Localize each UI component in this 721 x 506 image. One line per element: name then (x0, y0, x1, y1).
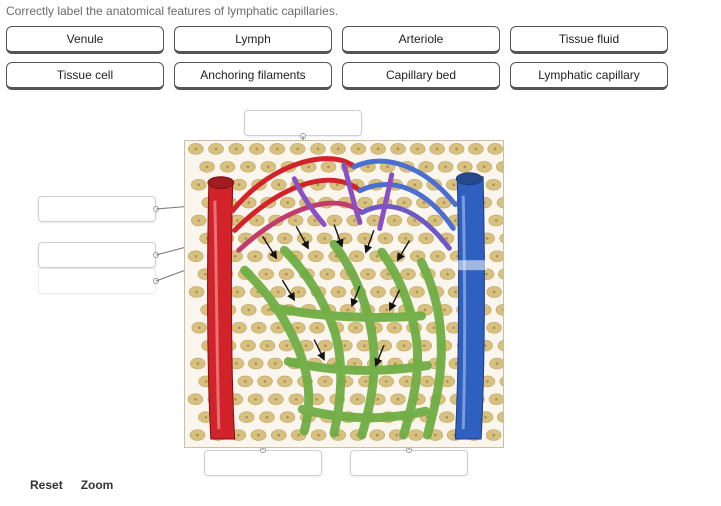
chip-venule[interactable]: Venule (6, 26, 164, 54)
dropzone-pin (153, 206, 159, 212)
chip-anchoring-filaments[interactable]: Anchoring filaments (174, 62, 332, 90)
chip-row-2: Tissue cell Anchoring filaments Capillar… (6, 62, 715, 90)
tissue-cells (188, 143, 503, 440)
dropzone-pin (300, 133, 306, 139)
zoom-button[interactable]: Zoom (81, 478, 114, 492)
anatomy-diagram[interactable] (184, 140, 504, 448)
dropzone-left3[interactable] (38, 268, 156, 294)
chip-tissue-cell[interactable]: Tissue cell (6, 62, 164, 90)
chip-lymph[interactable]: Lymph (174, 26, 332, 54)
chip-lymphatic-capillary[interactable]: Lymphatic capillary (510, 62, 668, 90)
chip-bank: Venule Lymph Arteriole Tissue fluid Tiss… (0, 26, 721, 90)
dropzone-left2[interactable] (38, 242, 156, 268)
venule-highlight (453, 260, 487, 270)
diagram-svg (185, 141, 503, 447)
diagram-controls: Reset Zoom (30, 478, 113, 492)
dropzone-bot2[interactable] (350, 450, 468, 476)
reset-button[interactable]: Reset (30, 478, 63, 492)
arteriole-vessel (208, 177, 235, 439)
dropzone-pin (153, 278, 159, 284)
chip-capillary-bed[interactable]: Capillary bed (342, 62, 500, 90)
chip-tissue-fluid[interactable]: Tissue fluid (510, 26, 668, 54)
dropzone-left1[interactable] (38, 196, 156, 222)
chip-row-1: Venule Lymph Arteriole Tissue fluid (6, 26, 715, 54)
chip-arteriole[interactable]: Arteriole (342, 26, 500, 54)
dropzone-bot1[interactable] (204, 450, 322, 476)
dropzone-pin (153, 252, 159, 258)
venule-vessel (455, 173, 484, 439)
instruction-text: Correctly label the anatomical features … (0, 0, 721, 26)
